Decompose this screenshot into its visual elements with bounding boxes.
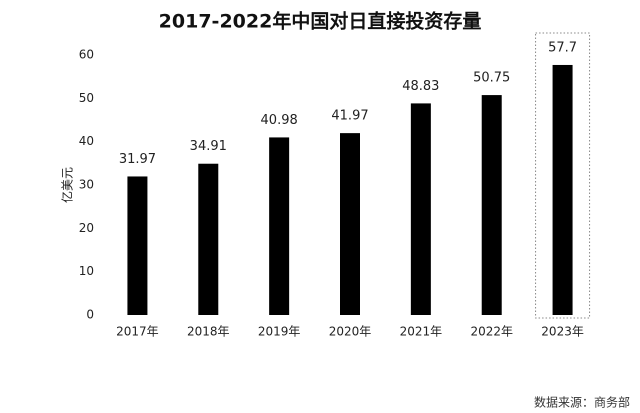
x-tick-label: 2022年 xyxy=(470,325,513,339)
bar xyxy=(481,95,502,315)
value-label: 40.98 xyxy=(261,113,298,128)
y-tick-label: 0 xyxy=(86,308,94,322)
bar xyxy=(552,64,573,315)
y-tick-label: 60 xyxy=(79,48,94,62)
x-tick-label: 2019年 xyxy=(258,325,301,339)
y-tick-label: 50 xyxy=(79,91,94,105)
bar xyxy=(340,133,360,315)
y-tick-label: 30 xyxy=(79,178,94,192)
x-tick-label: 2018年 xyxy=(187,325,230,339)
bar xyxy=(269,137,290,315)
bar xyxy=(127,176,148,315)
source-note: 数据来源：商务部 xyxy=(534,395,630,410)
value-label: 41.97 xyxy=(331,109,368,124)
x-tick-label: 2021年 xyxy=(400,325,443,339)
value-label: 31.97 xyxy=(119,152,156,167)
y-tick-label: 40 xyxy=(79,134,94,148)
x-tick-label: 2017年 xyxy=(116,325,159,339)
bar xyxy=(198,163,219,315)
y-tick-label: 10 xyxy=(79,264,94,278)
y-axis-label: 亿美元 xyxy=(60,167,75,203)
value-label: 50.75 xyxy=(473,71,510,86)
value-label: 48.83 xyxy=(402,79,439,94)
bar xyxy=(410,103,431,315)
highlight-box xyxy=(535,32,591,319)
value-label: 57.7 xyxy=(548,40,577,55)
y-tick-label: 20 xyxy=(79,221,94,235)
x-tick-label: 2020年 xyxy=(329,325,372,339)
value-label: 34.91 xyxy=(190,139,227,154)
chart-title: 2017-2022年中国对日直接投资存量 xyxy=(159,10,482,33)
x-tick-label: 2023年 xyxy=(541,325,584,339)
